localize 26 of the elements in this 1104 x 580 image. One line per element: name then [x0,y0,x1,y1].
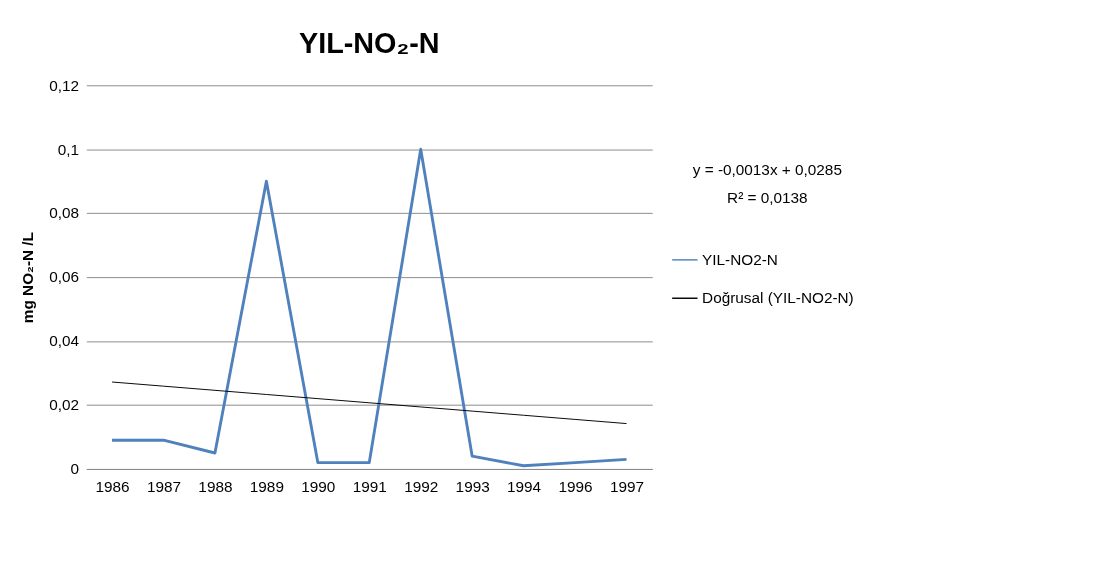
x-tick-label: 1987 [146,477,182,495]
text: R² = 0,0138 [727,189,808,207]
y-tick-label: 0,12 [49,76,80,94]
x-tick-label: 1997 [609,477,645,495]
legend-label: Doğrusal (YIL-NO2-N) [702,289,854,307]
x-tick-label: 1989 [249,477,284,495]
x-tick-label: 1993 [455,477,490,495]
chart-title: YIL-NO₂-N [298,26,440,59]
line-series [110,147,628,468]
x-tick-label: 1992 [404,477,439,495]
x-tick-label: 1988 [198,477,233,495]
x-tick-label: 1996 [558,477,593,495]
x-tick-label: 1994 [507,477,542,495]
x-tick-label: 1990 [301,477,336,495]
legend-label: YIL-NO2-N [702,250,778,268]
y-axis-title: mg NO₂-N /L [18,232,36,324]
text: y = -0,0013x + 0,0285 [692,160,842,178]
x-tick-label: 1986 [95,477,130,495]
x-tick-label: 1991 [352,477,387,495]
y-tick-label: 0 [70,460,80,478]
y-tick-label: 0,08 [49,204,80,222]
y-tick-label: 0,06 [49,268,80,286]
y-tick-label: 0,02 [49,396,80,414]
y-tick-label: 0,04 [49,332,80,350]
y-tick-label: 0,1 [57,140,80,158]
line-series [111,381,627,425]
